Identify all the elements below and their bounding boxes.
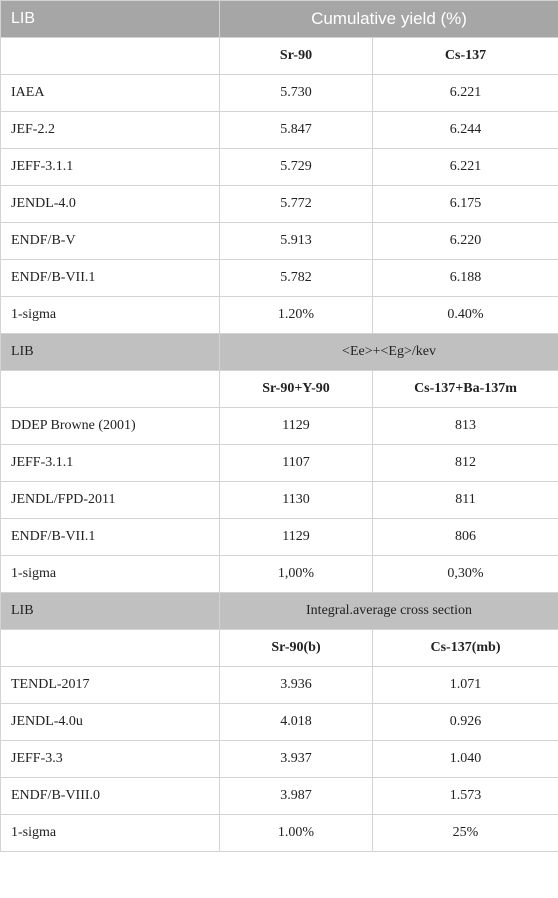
value-cell: 5.729 (220, 149, 373, 186)
value-cell: 806 (373, 519, 558, 556)
value-cell: 1.20% (220, 297, 373, 334)
table-row: JENDL/FPD-2011 1130 811 (1, 482, 558, 519)
lib-cell: ENDF/B-VIII.0 (1, 778, 220, 815)
table-row: JEFF-3.1.1 5.729 6.221 (1, 149, 558, 186)
empty-cell (1, 630, 220, 667)
lib-cell: 1-sigma (1, 556, 220, 593)
value-cell: 1129 (220, 408, 373, 445)
section-header-row: LIB <Ee>+<Eg>/kev (1, 334, 558, 371)
table-row: JEF-2.2 5.847 6.244 (1, 112, 558, 149)
table-body: LIB Cumulative yield (%) Sr-90 Cs-137 IA… (1, 1, 558, 852)
value-cell: 3.937 (220, 741, 373, 778)
table-row: ENDF/B-VIII.0 3.987 1.573 (1, 778, 558, 815)
value-cell: 5.847 (220, 112, 373, 149)
column-header-row: Sr-90(b) Cs-137(mb) (1, 630, 558, 667)
column-header: Sr-90+Y-90 (220, 371, 373, 408)
value-cell: 6.175 (373, 186, 558, 223)
table-row: DDEP Browne (2001) 1129 813 (1, 408, 558, 445)
section-header-row: LIB Cumulative yield (%) (1, 1, 558, 38)
value-cell: 1107 (220, 445, 373, 482)
value-cell: 25% (373, 815, 558, 852)
value-cell: 812 (373, 445, 558, 482)
value-cell: 1.040 (373, 741, 558, 778)
value-cell: 5.730 (220, 75, 373, 112)
column-header: Cs-137(mb) (373, 630, 558, 667)
table-row: IAEA 5.730 6.221 (1, 75, 558, 112)
lib-cell: ENDF/B-VII.1 (1, 260, 220, 297)
empty-cell (1, 371, 220, 408)
column-header: Cs-137+Ba-137m (373, 371, 558, 408)
value-cell: 1129 (220, 519, 373, 556)
value-cell: 5.913 (220, 223, 373, 260)
value-cell: 0.40% (373, 297, 558, 334)
table-row: JENDL-4.0u 4.018 0.926 (1, 704, 558, 741)
value-cell: 1.071 (373, 667, 558, 704)
value-cell: 6.221 (373, 149, 558, 186)
value-cell: 6.244 (373, 112, 558, 149)
table-row: JEFF-3.3 3.937 1.040 (1, 741, 558, 778)
table-row: ENDF/B-VII.1 5.782 6.188 (1, 260, 558, 297)
value-cell: 0.926 (373, 704, 558, 741)
lib-cell: JEF-2.2 (1, 112, 220, 149)
table-row: JEFF-3.1.1 1107 812 (1, 445, 558, 482)
lib-cell: JEFF-3.3 (1, 741, 220, 778)
lib-cell: IAEA (1, 75, 220, 112)
lib-cell: TENDL-2017 (1, 667, 220, 704)
value-cell: 4.018 (220, 704, 373, 741)
value-cell: 3.987 (220, 778, 373, 815)
value-cell: 811 (373, 482, 558, 519)
lib-cell: JENDL/FPD-2011 (1, 482, 220, 519)
lib-cell: ENDF/B-V (1, 223, 220, 260)
column-header-row: Sr-90+Y-90 Cs-137+Ba-137m (1, 371, 558, 408)
section-title: Cumulative yield (%) (220, 1, 558, 38)
lib-header: LIB (1, 1, 220, 38)
column-header: Sr-90 (220, 38, 373, 75)
lib-cell: 1-sigma (1, 297, 220, 334)
section-header-row: LIB Integral.average cross section (1, 593, 558, 630)
value-cell: 5.782 (220, 260, 373, 297)
table-row: 1-sigma 1.00% 25% (1, 815, 558, 852)
data-table: LIB Cumulative yield (%) Sr-90 Cs-137 IA… (0, 0, 558, 852)
lib-cell: DDEP Browne (2001) (1, 408, 220, 445)
lib-cell: JEFF-3.1.1 (1, 149, 220, 186)
lib-cell: JENDL-4.0u (1, 704, 220, 741)
empty-cell (1, 38, 220, 75)
lib-cell: JENDL-4.0 (1, 186, 220, 223)
value-cell: 6.188 (373, 260, 558, 297)
table-row: ENDF/B-V 5.913 6.220 (1, 223, 558, 260)
value-cell: 5.772 (220, 186, 373, 223)
lib-cell: 1-sigma (1, 815, 220, 852)
value-cell: 1,00% (220, 556, 373, 593)
lib-cell: JEFF-3.1.1 (1, 445, 220, 482)
table-row: ENDF/B-VII.1 1129 806 (1, 519, 558, 556)
value-cell: 1130 (220, 482, 373, 519)
table-row: 1-sigma 1,00% 0,30% (1, 556, 558, 593)
lib-header: LIB (1, 593, 220, 630)
section-title: Integral.average cross section (220, 593, 558, 630)
value-cell: 6.221 (373, 75, 558, 112)
value-cell: 0,30% (373, 556, 558, 593)
column-header-row: Sr-90 Cs-137 (1, 38, 558, 75)
table-row: JENDL-4.0 5.772 6.175 (1, 186, 558, 223)
value-cell: 1.573 (373, 778, 558, 815)
table-row: 1-sigma 1.20% 0.40% (1, 297, 558, 334)
value-cell: 1.00% (220, 815, 373, 852)
value-cell: 6.220 (373, 223, 558, 260)
section-title: <Ee>+<Eg>/kev (220, 334, 558, 371)
value-cell: 813 (373, 408, 558, 445)
column-header: Sr-90(b) (220, 630, 373, 667)
lib-header: LIB (1, 334, 220, 371)
lib-cell: ENDF/B-VII.1 (1, 519, 220, 556)
table-row: TENDL-2017 3.936 1.071 (1, 667, 558, 704)
column-header: Cs-137 (373, 38, 558, 75)
value-cell: 3.936 (220, 667, 373, 704)
